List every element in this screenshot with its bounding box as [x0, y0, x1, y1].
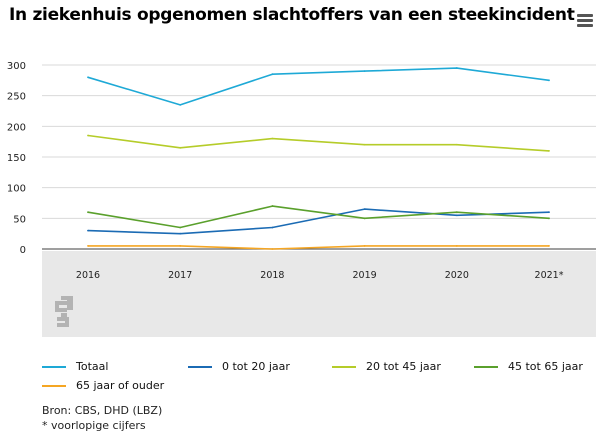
legend-swatch [332, 366, 356, 368]
series-line [87, 134, 550, 152]
logo-shape [61, 296, 67, 300]
series-line [88, 245, 549, 250]
line-chart: 0 50 100 150 200 250 300 2016 2017 2018 2019 2020 20… [7, 61, 596, 337]
footnote-text: * voorlopige cijfers [42, 419, 146, 432]
data-point [455, 245, 458, 247]
chart-title: In ziekenhuis opgenomen slachtoffers van… [9, 5, 575, 25]
logo-shape [55, 301, 67, 305]
legend-label: 45 tot 65 jaar [508, 360, 583, 373]
data-point [363, 70, 366, 73]
y-tick-label: 100 [7, 184, 26, 195]
data-point [179, 146, 182, 149]
series-line [87, 67, 550, 106]
data-point [87, 76, 89, 79]
data-point [363, 217, 366, 220]
x-tick-label: 2020 [445, 270, 469, 281]
y-tick-label: 200 [7, 122, 26, 133]
data-point [271, 73, 274, 76]
data-point [271, 137, 274, 140]
data-point [179, 232, 182, 235]
x-tick-label: 2021* [535, 270, 564, 281]
data-point [548, 79, 550, 82]
x-axis-band [42, 251, 596, 337]
data-point [87, 134, 89, 137]
data-point [87, 245, 89, 247]
data-point [271, 205, 274, 207]
data-point [548, 217, 550, 220]
logo-shape [57, 323, 69, 327]
logo-shape [57, 317, 69, 321]
data-point [455, 67, 458, 69]
logo-shape [69, 303, 73, 309]
x-tick-label: 2017 [168, 270, 192, 281]
source-text: Bron: CBS, DHD (LBZ) [42, 404, 163, 417]
data-point [548, 245, 550, 247]
menu-bar [577, 14, 593, 17]
data-point [363, 245, 366, 247]
legend-label: Totaal [76, 360, 109, 373]
legend-label: 20 tot 45 jaar [366, 360, 441, 373]
data-point [87, 211, 89, 214]
series-line [87, 208, 550, 235]
logo-shape [55, 308, 67, 312]
data-point [455, 211, 458, 214]
hamburger-menu-icon[interactable] [577, 14, 593, 28]
legend-swatch [42, 385, 66, 387]
cbs-logo-icon [55, 296, 73, 327]
data-point [87, 229, 89, 232]
logo-shape [61, 313, 67, 317]
data-point [455, 143, 458, 146]
legend-swatch [42, 366, 66, 368]
data-point [179, 103, 182, 106]
data-point [455, 214, 458, 217]
y-tick-label: 250 [7, 92, 26, 103]
data-point [271, 226, 274, 229]
data-point [179, 245, 182, 247]
y-tick-label: 300 [7, 61, 26, 72]
logo-shape [65, 317, 69, 325]
legend-label: 65 jaar of ouder [76, 379, 165, 392]
legend-label: 0 tot 20 jaar [222, 360, 290, 373]
data-point [271, 248, 274, 250]
menu-bar [577, 19, 593, 22]
y-tick-label: 50 [13, 214, 26, 225]
y-tick-label: 0 [20, 245, 26, 256]
x-tick-label: 2019 [353, 270, 377, 281]
series-line [87, 205, 550, 229]
data-point [548, 211, 550, 214]
x-tick-label: 2018 [260, 270, 284, 281]
data-point [363, 208, 366, 211]
data-point [363, 143, 366, 146]
legend-swatch [474, 366, 498, 368]
legend-swatch [188, 366, 212, 368]
y-tick-label: 150 [7, 153, 26, 164]
data-point [179, 226, 182, 229]
menu-bar [577, 24, 593, 27]
x-tick-label: 2016 [76, 270, 100, 281]
data-point [548, 149, 550, 152]
logo-shape [55, 301, 59, 309]
